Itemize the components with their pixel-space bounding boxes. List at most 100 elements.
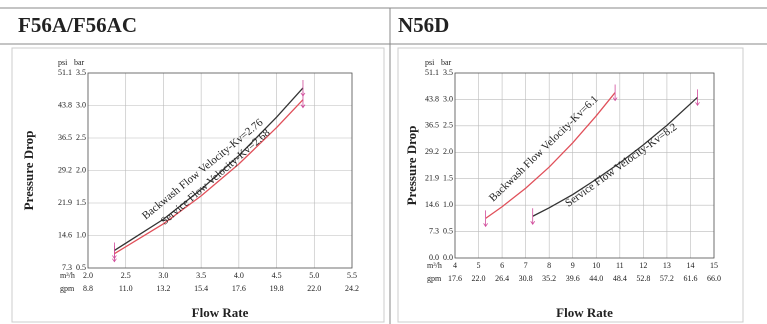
x-tick-label: 11 [616,261,624,270]
y-axis-label: Pressure Drop [21,131,36,211]
x-unit: m³/h [60,271,75,280]
x-tick-label: 15 [710,261,718,270]
series-line [114,87,304,251]
psi-tick-label: 43.8 [425,94,439,103]
gpm-unit: gpm [60,284,75,293]
psi-tick-label: 51.1 [58,68,72,77]
y-tick-label: 2.0 [76,165,86,174]
y-tick-label: 1.0 [443,200,453,209]
psi-tick-label: 43.8 [58,100,72,109]
header-cell: F56A/F56AC [18,13,137,37]
y-axis-label: Pressure Drop [404,126,419,206]
psi-tick-label: 7.3 [62,263,72,272]
gpm-tick-label: 17.6 [448,274,462,283]
x-tick-label: 9 [571,261,575,270]
psi-tick-label: 36.5 [58,133,72,142]
end-arrow [695,89,700,107]
psi-tick-label: 29.2 [58,165,72,174]
end-arrow [300,79,306,97]
gpm-tick-label: 11.0 [119,284,133,293]
y-tick-label: 2.5 [76,133,86,142]
psi-tick-label: 7.3 [429,226,439,235]
x-tick-label: 5 [477,261,481,270]
psi-tick-label: 51.1 [425,68,439,77]
end-arrow [612,84,618,102]
y-tick-label: 3.0 [76,100,86,109]
gpm-tick-label: 26.4 [495,274,509,283]
gpm-tick-label: 48.4 [613,274,627,283]
psi-tick-label: 14.6 [425,200,439,209]
x-tick-label: 8 [547,261,551,270]
gpm-tick-label: 66.0 [707,274,721,283]
psi-tick-label: 14.6 [58,230,72,239]
gpm-tick-label: 22.0 [307,284,321,293]
x-tick-label: 2.5 [121,271,131,280]
psi-tick-label: 21.9 [425,174,439,183]
end-arrow [530,208,536,225]
gpm-tick-label: 61.6 [683,274,697,283]
y-tick-label: 1.5 [443,174,453,183]
gpm-tick-label: 39.6 [566,274,580,283]
gpm-tick-label: 44.0 [589,274,603,283]
psi-tick-label: 21.9 [58,198,72,207]
x-axis-label: Flow Rate [192,305,249,320]
image-frame [397,47,744,323]
gpm-tick-label: 30.8 [519,274,533,283]
y-tick-label: 0.5 [76,263,86,272]
psi-unit: psi [58,58,68,67]
x-tick-label: 5.5 [347,271,357,280]
gpm-tick-label: 17.6 [232,284,246,293]
y-tick-label: 1.5 [76,198,86,207]
x-axis-label: Flow Rate [556,305,613,320]
y-tick-label: 2.5 [443,121,453,130]
series-line [532,96,698,217]
x-tick-label: 4.5 [272,271,282,280]
psi-unit: psi [425,58,435,67]
x-tick-label: 13 [663,261,671,270]
y-unit: bar [441,58,452,67]
gpm-tick-label: 52.8 [636,274,650,283]
plot-frame [87,72,353,269]
gpm-unit: gpm [427,274,442,283]
gpm-tick-label: 15.4 [194,284,208,293]
end-arrow [483,210,488,228]
x-tick-label: 3.5 [196,271,206,280]
header-cell: N56D [398,13,449,37]
x-tick-label: 2.0 [83,271,93,280]
y-tick-label: 2.0 [443,147,453,156]
x-tick-label: 4.0 [234,271,244,280]
series-label: Service Flow Velocity-Kv=2.68 [159,127,273,228]
gpm-tick-label: 57.2 [660,274,674,283]
gpm-tick-label: 13.2 [156,284,170,293]
series-line [114,99,304,255]
y-tick-label: 0.5 [443,226,453,235]
gpm-tick-label: 19.8 [270,284,284,293]
x-tick-label: 6 [500,261,504,270]
end-arrow [112,242,117,260]
psi-tick-label: 0.0 [429,253,439,262]
gpm-tick-label: 8.8 [83,284,93,293]
image-frame [11,47,385,323]
gpm-tick-label: 24.2 [345,284,359,293]
x-tick-label: 3.0 [158,271,168,280]
x-tick-label: 4 [453,261,457,270]
y-tick-label: 3.0 [443,94,453,103]
gpm-tick-label: 35.2 [542,274,556,283]
y-tick-label: 3.5 [76,68,86,77]
x-unit: m³/h [427,261,442,270]
y-tick-label: 0.0 [443,253,453,262]
x-tick-label: 10 [592,261,600,270]
x-tick-label: 7 [524,261,528,270]
plot-frame [454,72,715,259]
series-line [485,92,616,219]
psi-tick-label: 29.2 [425,147,439,156]
x-tick-label: 12 [639,261,647,270]
x-tick-label: 14 [686,261,694,270]
series-label: Backwash Flow Velocity-Kv=2.76 [140,116,266,222]
gpm-tick-label: 22.0 [472,274,486,283]
y-tick-label: 1.0 [76,230,86,239]
x-tick-label: 5.0 [309,271,319,280]
psi-tick-label: 36.5 [425,121,439,130]
y-unit: bar [74,58,85,67]
